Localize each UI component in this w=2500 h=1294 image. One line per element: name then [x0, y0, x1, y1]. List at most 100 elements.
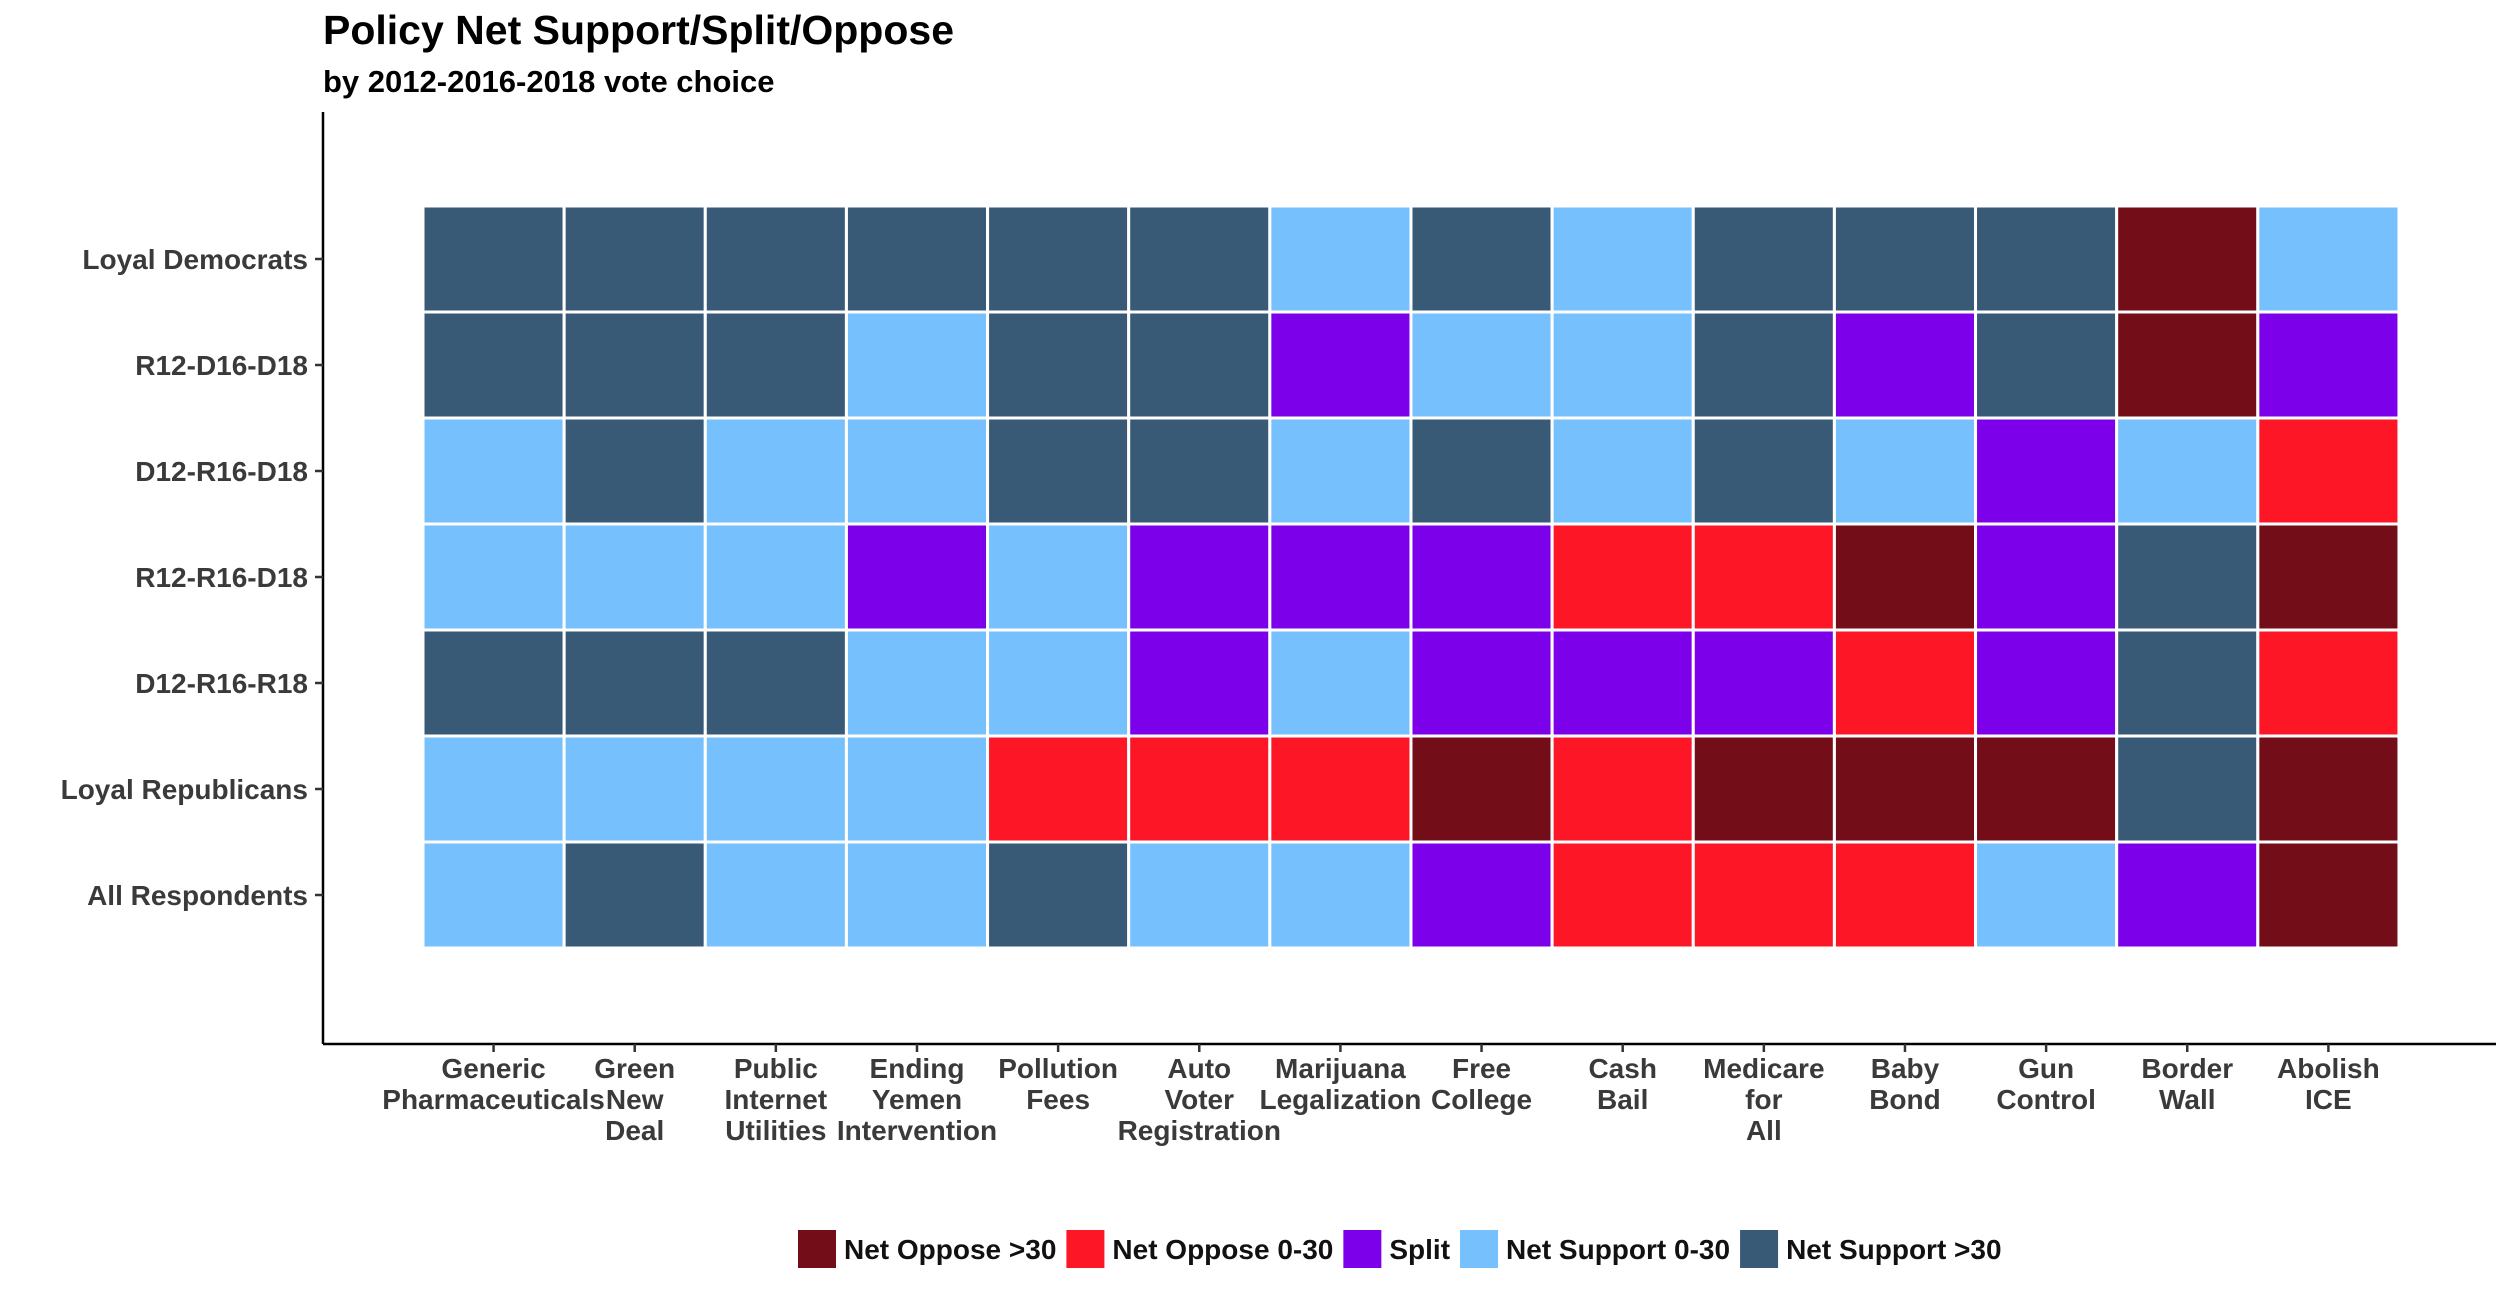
- heatmap-cell: [2256, 204, 2401, 314]
- x-tick-label: Gun Control: [1996, 1053, 2096, 1115]
- heatmap-cell: [1268, 840, 1413, 950]
- y-tick-label: R12-R16-D18: [135, 562, 308, 593]
- heatmap-cell: [703, 840, 848, 950]
- x-tick-label: Baby Bond: [1869, 1053, 1941, 1115]
- x-tick-label: Ending Yemen Intervention: [837, 1053, 997, 1146]
- heatmap-cell: [2256, 416, 2401, 526]
- heatmap-cell: [1974, 522, 2119, 632]
- y-tick-label: D12-R16-D18: [135, 456, 308, 487]
- heatmap-cell: [986, 522, 1131, 632]
- heatmap-cell: [1691, 628, 1836, 738]
- y-axis: Loyal Democrats R12-D16-D18 D12-R16-D18 R12…: [61, 244, 323, 911]
- heatmap-cell: [562, 416, 707, 526]
- heatmap-cell: [1832, 310, 1978, 420]
- legend-label: Net Oppose >30: [844, 1234, 1056, 1265]
- x-tick-label: Free College: [1431, 1053, 1532, 1115]
- heatmap-cell: [1974, 734, 2119, 844]
- y-tick-label: All Respondents: [87, 880, 308, 911]
- legend-label: Split: [1389, 1234, 1450, 1265]
- x-tick-label: Generic Pharmaceuticals: [382, 1053, 605, 1115]
- x-tick-label: Medicare for All: [1703, 1053, 1824, 1146]
- heatmap-cell: [2115, 310, 2260, 420]
- legend: Net Oppose >30 Net Oppose 0-30 Split Net Su…: [798, 1230, 2002, 1268]
- heatmap-cell: [1691, 840, 1836, 950]
- legend-swatch: [1460, 1230, 1499, 1268]
- heatmap-cells: [421, 204, 2401, 950]
- heatmap-cell: [2256, 522, 2401, 632]
- x-tick-label: Auto Voter Registration: [1118, 1053, 1281, 1146]
- heatmap-cell: [1832, 840, 1978, 950]
- y-tick-label: R12-D16-D18: [135, 350, 308, 381]
- heatmap-cell: [1550, 840, 1695, 950]
- legend-swatch: [1740, 1230, 1779, 1268]
- heatmap-cell: [562, 522, 707, 632]
- heatmap-cell: [2115, 840, 2260, 950]
- heatmap-cell: [2115, 522, 2260, 632]
- legend-swatch: [1343, 1230, 1382, 1268]
- heatmap-cell: [562, 204, 707, 314]
- x-tick-label: Border Wall: [2141, 1053, 2233, 1115]
- heatmap-cell: [844, 204, 990, 314]
- heatmap-cell: [1691, 416, 1836, 526]
- y-tick-label: Loyal Democrats: [82, 244, 308, 275]
- legend-label: Net Support 0-30: [1506, 1234, 1730, 1265]
- x-tick-label: Public Internet Utilities: [725, 1053, 828, 1146]
- x-tick-label: Green New Deal: [594, 1053, 675, 1146]
- heatmap-cell: [1268, 204, 1413, 314]
- heatmap-cell: [1550, 628, 1695, 738]
- legend-swatch: [798, 1230, 836, 1268]
- heatmap-cell: [1268, 416, 1413, 526]
- heatmap-cell: [703, 734, 848, 844]
- heatmap-cell: [1409, 310, 1554, 420]
- chart-title: Policy Net Support/Split/Oppose: [323, 7, 954, 53]
- heatmap-cell: [1127, 734, 1272, 844]
- heatmap-cell: [2256, 840, 2401, 950]
- heatmap-cell: [2115, 204, 2260, 314]
- heatmap-cell: [1974, 628, 2119, 738]
- y-tick-label: Loyal Republicans: [61, 774, 308, 805]
- heatmap-cell: [1127, 628, 1272, 738]
- heatmap-cell: [421, 522, 566, 632]
- heatmap-cell: [2256, 628, 2401, 738]
- chart-subtitle: by 2012-2016-2018 vote choice: [323, 64, 775, 99]
- heatmap-cell: [2115, 734, 2260, 844]
- heatmap-cell: [1550, 416, 1695, 526]
- heatmap-cell: [1550, 522, 1695, 632]
- heatmap-cell: [1691, 310, 1836, 420]
- heatmap-cell: [703, 628, 848, 738]
- heatmap-cell: [1974, 310, 2119, 420]
- heatmap-cell: [703, 416, 848, 526]
- x-tick-label: Cash Bail: [1588, 1053, 1656, 1115]
- heatmap-cell: [2115, 416, 2260, 526]
- heatmap-cell: [2256, 734, 2401, 844]
- heatmap-cell: [1691, 522, 1836, 632]
- heatmap-cell: [1974, 204, 2119, 314]
- y-tick-label: D12-R16-R18: [135, 668, 308, 699]
- heatmap-cell: [844, 628, 990, 738]
- heatmap-cell: [421, 840, 566, 950]
- heatmap-cell: [1409, 734, 1554, 844]
- heatmap-cell: [1409, 840, 1554, 950]
- heatmap-cell: [1832, 522, 1978, 632]
- heatmap-cell: [1550, 204, 1695, 314]
- heatmap-cell: [986, 840, 1131, 950]
- heatmap-cell: [1832, 204, 1978, 314]
- heatmap-cell: [986, 734, 1131, 844]
- heatmap-cell: [421, 416, 566, 526]
- heatmap-cell: [703, 204, 848, 314]
- heatmap-cell: [562, 840, 707, 950]
- heatmap-cell: [1409, 628, 1554, 738]
- heatmap-cell: [844, 734, 990, 844]
- heatmap-cell: [1832, 734, 1978, 844]
- x-tick-label: Pollution Fees: [998, 1053, 1118, 1115]
- heatmap-cell: [703, 310, 848, 420]
- heatmap-cell: [844, 310, 990, 420]
- heatmap-cell: [1409, 522, 1554, 632]
- heatmap-cell: [1127, 310, 1272, 420]
- heatmap-cell: [1691, 204, 1836, 314]
- heatmap-cell: [562, 628, 707, 738]
- heatmap-cell: [1974, 416, 2119, 526]
- heatmap-cell: [1550, 734, 1695, 844]
